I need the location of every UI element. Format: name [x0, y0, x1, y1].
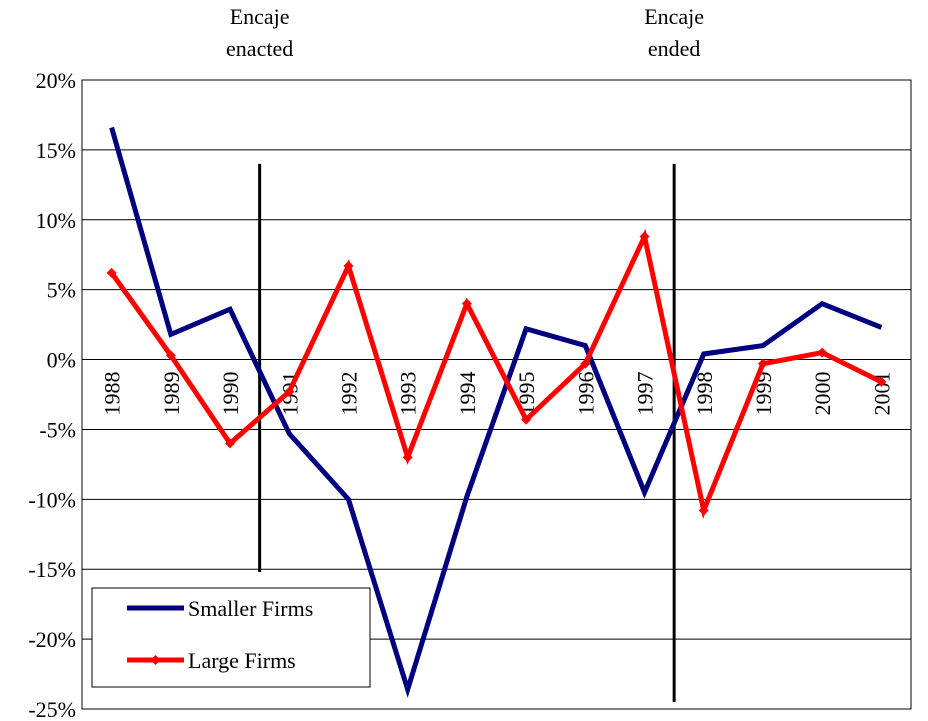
data-point [876, 376, 887, 387]
data-point [757, 358, 768, 369]
data-point [106, 267, 117, 278]
annotation-label: Encaje [230, 4, 290, 29]
data-point [284, 386, 295, 397]
annotation-label: enacted [226, 36, 293, 61]
x-tick-label: 1993 [396, 372, 421, 416]
x-tick-label: 1996 [573, 372, 598, 416]
x-tick-label: 1992 [336, 372, 361, 416]
x-tick-label: 1988 [100, 372, 125, 416]
series-line [109, 126, 883, 698]
x-tick-label: 1998 [692, 372, 717, 416]
y-tick-label: -10% [28, 487, 76, 512]
data-point [639, 231, 650, 242]
y-tick-label: -20% [28, 627, 76, 652]
data-point [343, 260, 354, 271]
data-point [165, 350, 176, 361]
legend-marker-large-firms [150, 655, 161, 665]
data-point [521, 414, 532, 425]
data-point [698, 505, 709, 516]
annotation-label: ended [648, 36, 701, 61]
y-tick-label: -5% [39, 417, 76, 442]
x-tick-label: 1990 [218, 372, 243, 416]
y-tick-label: 10% [36, 208, 76, 233]
y-tick-label: -15% [28, 557, 76, 582]
series-lines [106, 126, 887, 698]
y-tick-label: 15% [36, 138, 76, 163]
data-point [225, 438, 236, 449]
x-tick-label: 2000 [810, 372, 835, 416]
x-tick-label: 1997 [633, 372, 658, 416]
y-tick-label: 20% [36, 68, 76, 93]
legend-box [91, 587, 371, 688]
legend-label-large-firms: Large Firms [188, 648, 296, 673]
legend: Smaller Firms Large Firms [91, 587, 371, 688]
data-point [580, 358, 591, 369]
annotation-label: Encaje [644, 4, 704, 29]
x-tick-label: 1994 [455, 372, 480, 416]
y-tick-label: -25% [28, 697, 76, 721]
data-point [817, 347, 828, 358]
y-axis-tick-labels: 20% 15% 10% 5% 0% -5% -10% -15% -20% -25% [28, 68, 76, 721]
legend-label-smaller-firms: Smaller Firms [188, 596, 313, 621]
y-tick-label: 0% [47, 348, 76, 373]
series-line [109, 228, 883, 519]
y-tick-label: 5% [47, 278, 76, 303]
data-point [461, 298, 472, 309]
x-tick-label: 1989 [159, 372, 184, 416]
plot-area-frame [81, 79, 912, 710]
data-point [402, 452, 413, 463]
